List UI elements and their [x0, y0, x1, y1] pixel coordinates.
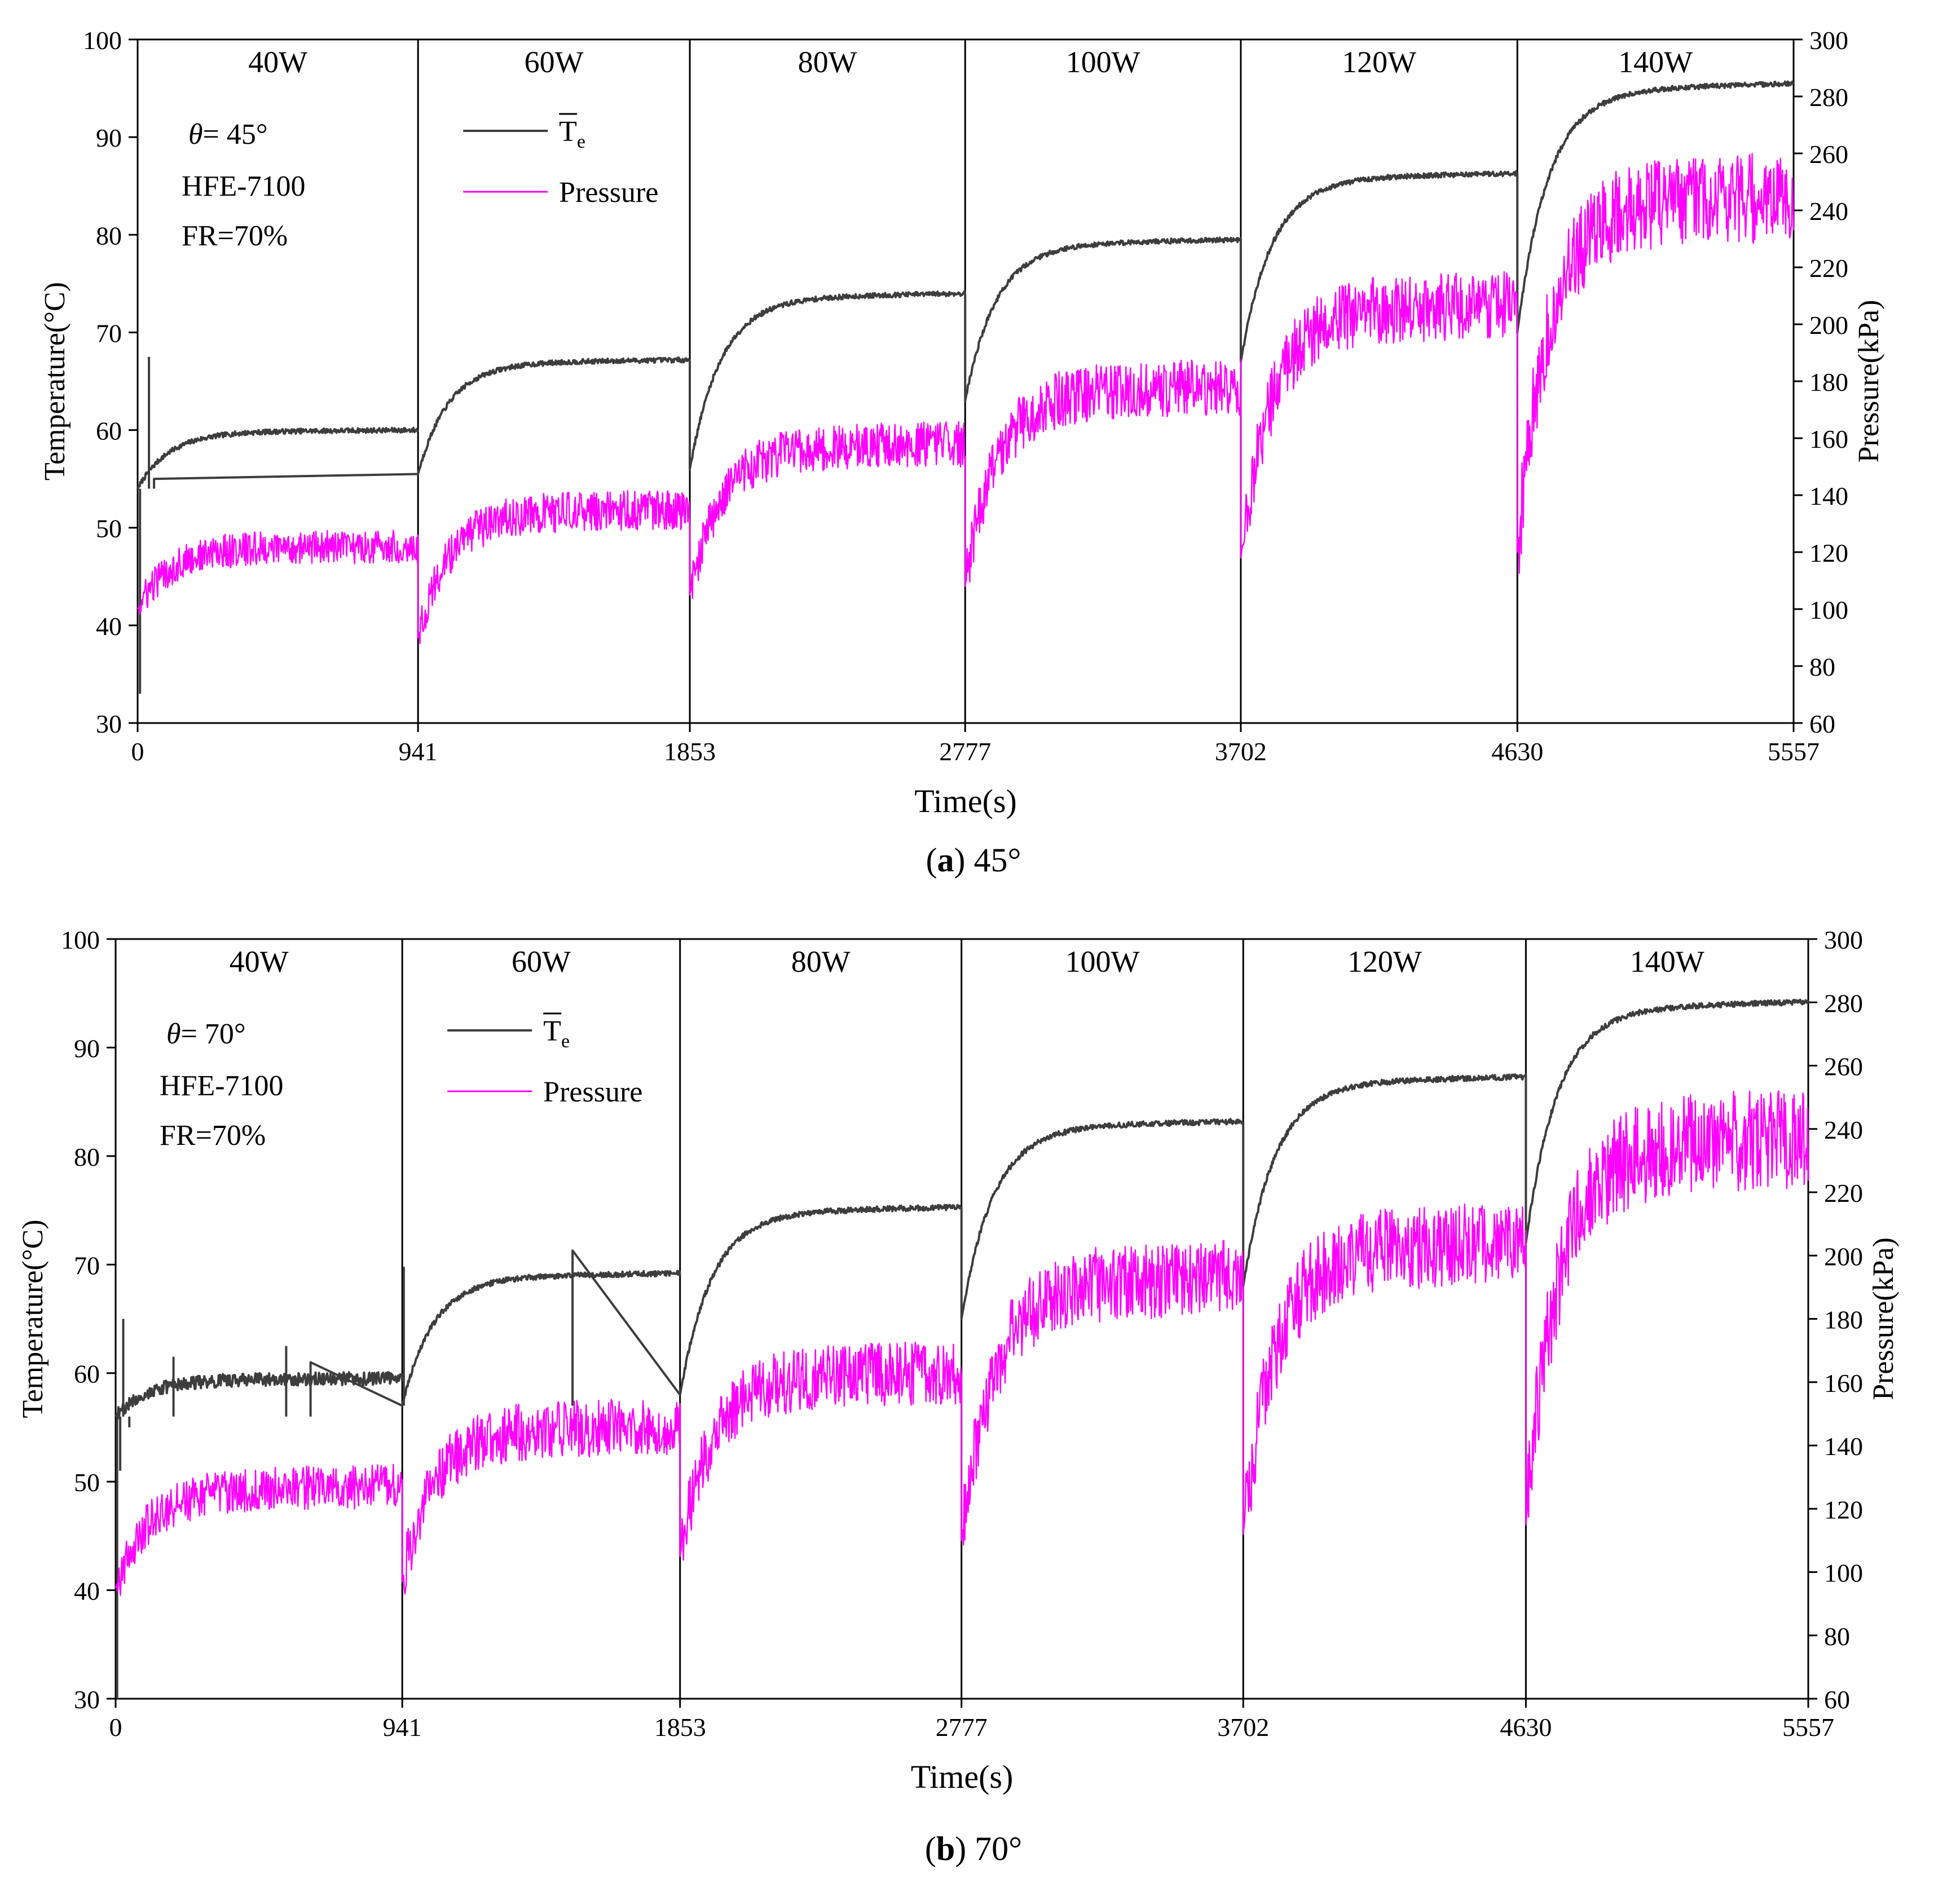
phase-label: 60W	[525, 45, 584, 79]
y2-tick-label: 60	[1824, 1685, 1850, 1714]
y2-tick-label: 300	[1809, 26, 1848, 55]
y-axis-title: Temperature(°C)	[17, 1219, 49, 1418]
y-axis-title: Temperature(°C)	[39, 282, 71, 481]
y-tick-label: 50	[96, 514, 122, 543]
y2-tick-label: 260	[1809, 140, 1848, 169]
x-axis-title: Time(s)	[911, 1758, 1014, 1795]
y2-tick-label: 140	[1809, 482, 1848, 510]
x-tick-label: 4630	[1500, 1713, 1552, 1742]
x-axis-title: Time(s)	[914, 783, 1017, 819]
annotation-fluid: HFE-7100	[160, 1070, 284, 1102]
y2-tick-label: 80	[1809, 653, 1835, 681]
y2-tick-label: 240	[1809, 197, 1848, 226]
y-tick-label: 30	[96, 709, 122, 738]
phase-label: 40W	[248, 45, 307, 79]
y2-tick-label: 80	[1824, 1622, 1850, 1651]
y2-tick-label: 180	[1824, 1306, 1863, 1334]
y2-tick-label: 120	[1824, 1495, 1863, 1524]
y2-tick-label: 200	[1824, 1242, 1863, 1271]
y-tick-label: 50	[74, 1468, 100, 1497]
y-tick-label: 60	[74, 1360, 100, 1389]
chart-panel-b: 40W 60W 80W 100W 120W 140W 30 40 50 60 70 80 90 100 60…	[17, 925, 1900, 1867]
annotation-theta: θ= 45°	[188, 118, 268, 151]
y2-tick-label: 300	[1824, 925, 1863, 954]
annotation-fill-ratio: FR=70%	[160, 1120, 266, 1152]
y-tick-label: 100	[83, 26, 122, 55]
x-tick-label: 0	[109, 1713, 122, 1742]
legend-label: Te	[543, 1015, 570, 1052]
phase-label: 140W	[1618, 45, 1693, 79]
legend-label: Pressure	[559, 177, 658, 209]
y2-axis-title: Pressure(kPa)	[1853, 300, 1885, 463]
y-tick-label: 30	[74, 1685, 100, 1714]
phase-label: 80W	[791, 945, 851, 979]
x-tick-label: 3702	[1217, 1713, 1269, 1742]
annotation-theta: θ= 70°	[166, 1018, 246, 1050]
y-tick-label: 80	[74, 1143, 100, 1171]
y2-tick-label: 260	[1824, 1052, 1863, 1081]
y-tick-label: 90	[96, 124, 122, 152]
chart-panel-a: 40W 60W 80W 100W 120W 140W 30 40 50 60 70 80 90 100 60…	[39, 26, 1885, 879]
annotation-fill-ratio: FR=70%	[182, 220, 288, 252]
y-tick-label: 70	[74, 1251, 100, 1280]
y-tick-label: 40	[96, 612, 122, 641]
annotation-fluid: HFE-7100	[182, 170, 306, 202]
y2-tick-label: 100	[1809, 596, 1848, 624]
x-tick-label: 1853	[654, 1713, 706, 1742]
y-tick-label: 90	[74, 1034, 100, 1063]
phase-label: 100W	[1065, 945, 1139, 979]
y2-tick-label: 280	[1824, 989, 1863, 1017]
y2-tick-label: 220	[1809, 254, 1848, 283]
phase-label: 140W	[1630, 945, 1704, 979]
y-tick-label: 60	[96, 417, 122, 446]
legend-label: Te	[559, 116, 585, 152]
y2-tick-label: 220	[1824, 1179, 1863, 1207]
y2-tick-label: 160	[1824, 1369, 1863, 1398]
y-tick-label: 40	[74, 1577, 100, 1606]
y-tick-label: 80	[96, 221, 122, 250]
phase-label: 60W	[512, 945, 571, 979]
y2-tick-label: 280	[1809, 83, 1848, 112]
x-tick-label: 5557	[1782, 1713, 1834, 1742]
y2-tick-label: 200	[1809, 311, 1848, 340]
y2-tick-label: 180	[1809, 368, 1848, 396]
x-tick-label: 941	[383, 1713, 422, 1742]
y2-tick-label: 60	[1809, 709, 1835, 738]
y-tick-label: 70	[96, 319, 122, 347]
y2-tick-label: 120	[1809, 539, 1848, 567]
y2-tick-label: 240	[1824, 1116, 1863, 1144]
x-tick-label: 4630	[1491, 737, 1543, 766]
y-tick-label: 100	[61, 925, 100, 954]
phase-label: 100W	[1066, 45, 1140, 79]
phase-label: 80W	[798, 45, 857, 79]
chart-caption: (b) 70°	[925, 1830, 1022, 1867]
phase-label: 40W	[230, 945, 289, 979]
legend-label: Pressure	[543, 1076, 642, 1108]
y2-tick-label: 100	[1824, 1559, 1863, 1588]
x-tick-label: 3702	[1215, 737, 1267, 766]
phase-label: 120W	[1342, 45, 1416, 79]
series-line-t-e	[114, 998, 1809, 1699]
y2-tick-label: 160	[1809, 425, 1848, 453]
x-tick-label: 1853	[664, 737, 716, 766]
phase-label: 120W	[1347, 945, 1422, 979]
series-line-pressure	[114, 1090, 1809, 1596]
y2-axis-title: Pressure(kPa)	[1867, 1237, 1900, 1400]
x-tick-label: 5557	[1768, 737, 1820, 766]
y2-tick-label: 140	[1824, 1432, 1863, 1461]
series-line-pressure	[136, 153, 1795, 645]
x-tick-label: 0	[131, 737, 144, 766]
x-tick-label: 941	[399, 737, 438, 766]
x-tick-label: 2777	[939, 737, 991, 766]
x-tick-label: 2777	[936, 1713, 988, 1742]
chart-caption: (a) 45°	[926, 841, 1021, 879]
